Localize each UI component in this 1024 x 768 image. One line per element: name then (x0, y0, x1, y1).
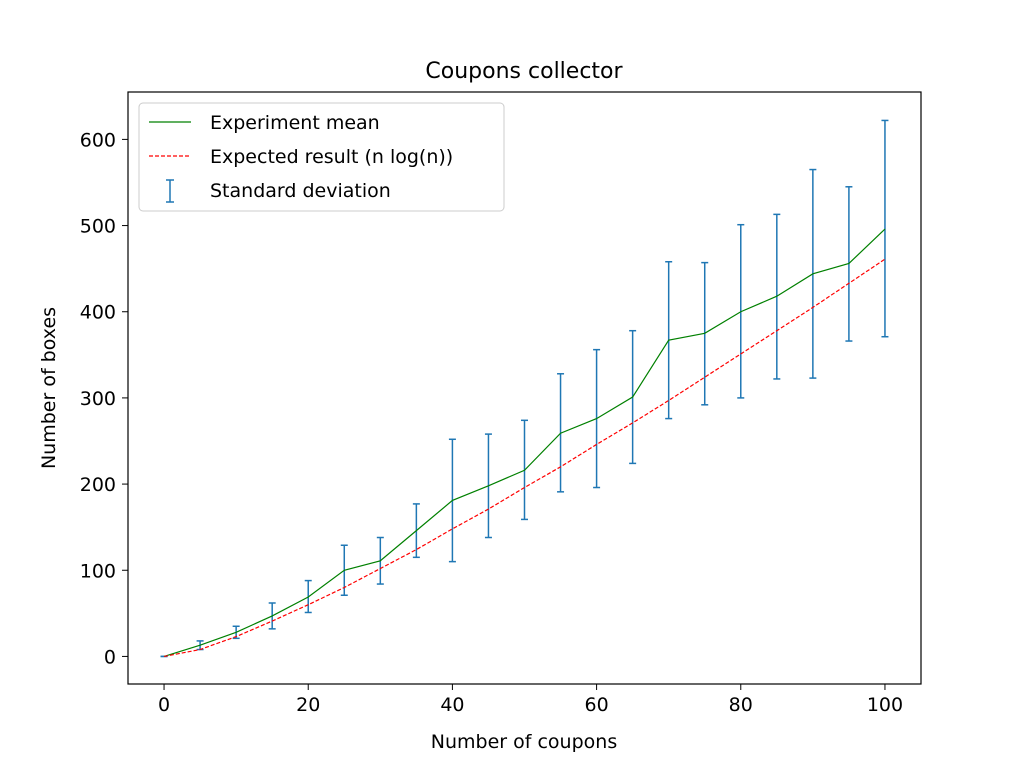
y-tick-label: 500 (80, 216, 116, 238)
plot-frame (127, 91, 922, 685)
x-tick-label: 100 (867, 694, 903, 716)
y-tick-label: 400 (80, 302, 116, 324)
y-tick-label: 100 (80, 560, 116, 582)
plot-area (160, 119, 889, 658)
y-axis-label: Number of boxes (38, 307, 60, 469)
y-tick-label: 300 (80, 388, 116, 410)
y-tick-label: 600 (80, 129, 116, 151)
y-tick-label: 200 (80, 474, 116, 496)
legend-label-standard-deviation: Standard deviation (210, 180, 391, 202)
x-tick-label: 80 (729, 694, 753, 716)
x-tick-label: 40 (440, 694, 464, 716)
legend-box (138, 102, 505, 212)
axis-ticks: 0 20 40 60 80 100 0 100 200 300 400 500 600 (80, 129, 903, 716)
x-axis-label: Number of coupons (431, 731, 617, 753)
x-tick-label: 20 (296, 694, 320, 716)
x-tick-label: 0 (158, 694, 170, 716)
legend-label-experiment-mean: Experiment mean (210, 112, 380, 134)
legend-label-expected-result: Expected result (n log(n)) (210, 146, 453, 168)
x-tick-label: 60 (584, 694, 608, 716)
series-line-expected-result (163, 258, 886, 658)
y-tick-label: 0 (104, 646, 116, 668)
series-line-experiment-mean (163, 228, 886, 658)
chart-title: Coupons collector (425, 59, 623, 84)
legend-swatch-standard-deviation (166, 179, 174, 203)
legend: Experiment mean Expected result (n log(n… (138, 102, 505, 212)
errorbar (881, 119, 889, 338)
